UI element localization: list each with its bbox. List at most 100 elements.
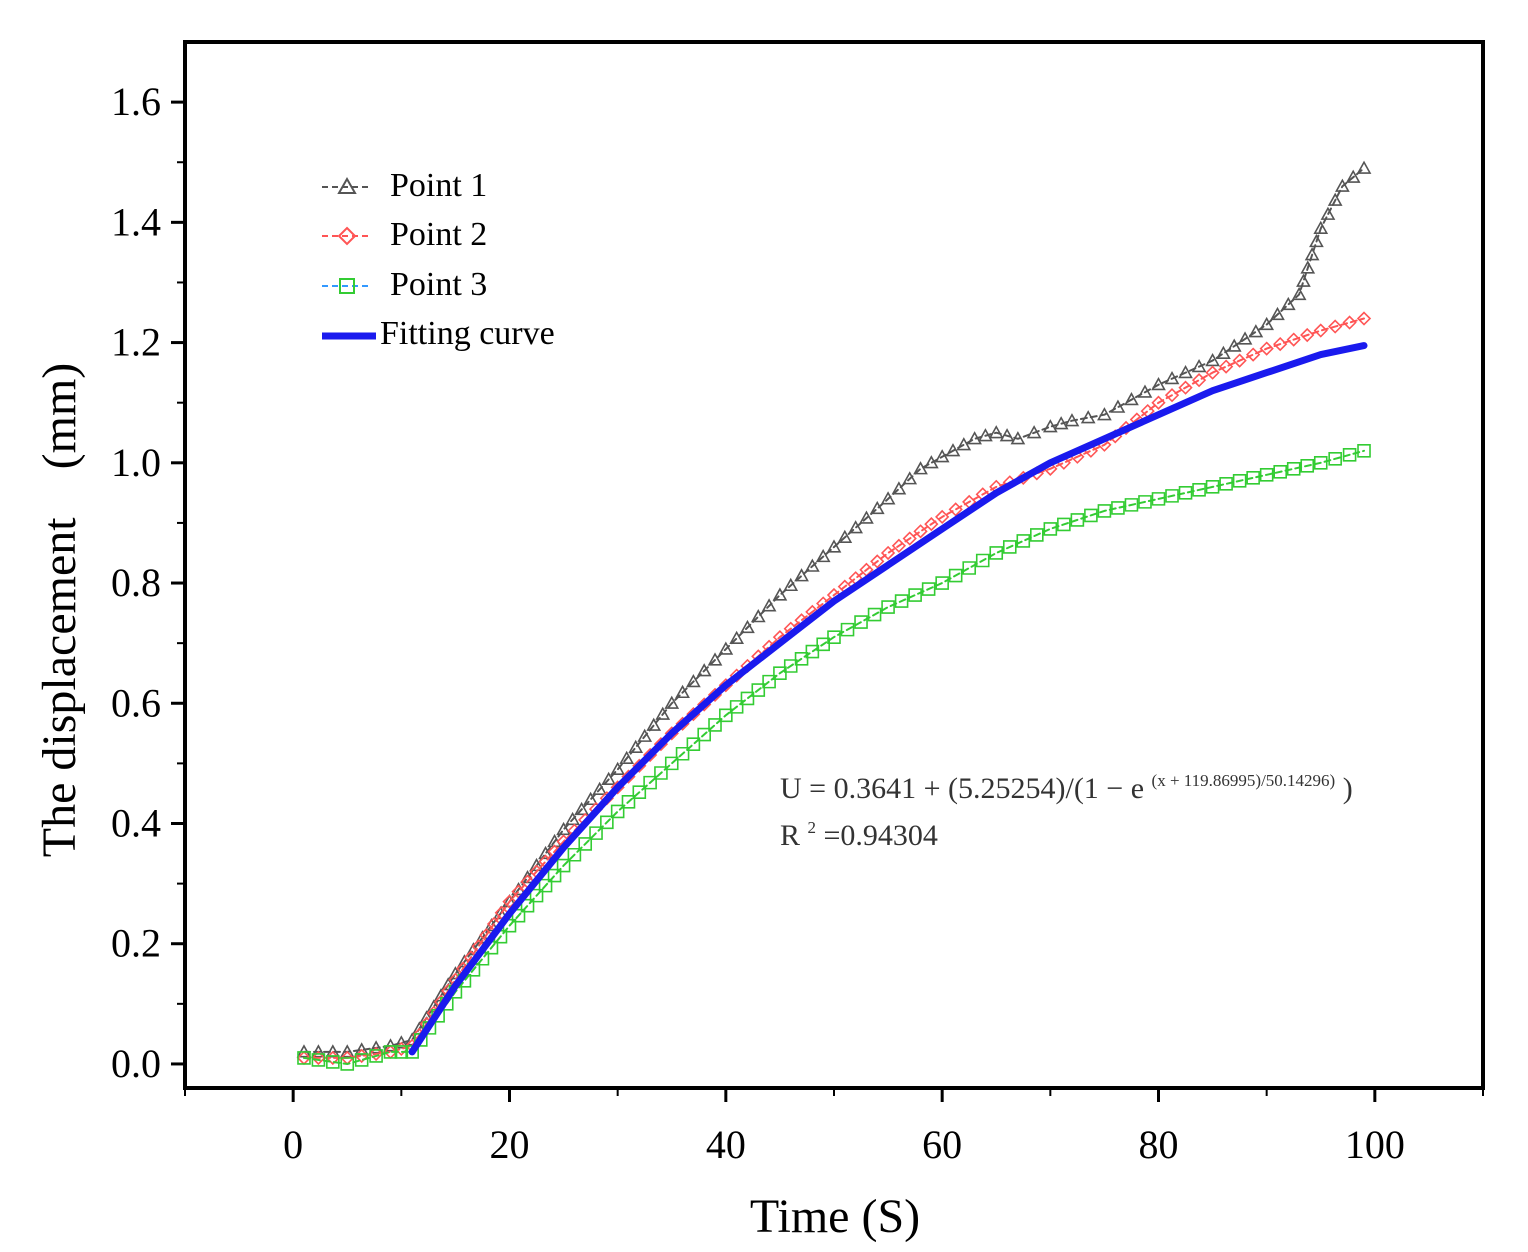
data-point-point-2 [1300, 327, 1315, 343]
data-point-point-1 [1356, 160, 1372, 174]
equation-main: U = 0.3641 + (5.25254)/(1 − e [780, 772, 1144, 805]
data-point-point-3 [1286, 462, 1301, 476]
data-point-point-3 [621, 795, 636, 809]
data-point-point-3 [675, 746, 690, 761]
data-point-point-3 [1178, 486, 1193, 500]
x-tick-label: 80 [1139, 1122, 1179, 1167]
data-point-point-1 [945, 443, 961, 457]
equation-exponent: (x + 119.86995)/50.14296) [1152, 771, 1336, 790]
y-tick-label: 0.2 [111, 921, 161, 966]
data-point-point-1 [1280, 296, 1296, 311]
data-point-point-1 [934, 449, 950, 463]
data-point-point-1 [1042, 419, 1058, 433]
data-point-point-1 [628, 739, 644, 753]
data-point-point-3 [567, 847, 582, 862]
data-point-point-1 [902, 471, 918, 485]
data-point-point-3 [538, 878, 553, 893]
data-point-point-3 [1124, 498, 1139, 512]
x-ticks [184, 1088, 1484, 1102]
data-point-point-1 [637, 728, 653, 742]
data-point-point-1 [565, 811, 580, 826]
data-point-point-1 [1270, 306, 1285, 321]
data-point-point-1 [592, 781, 607, 796]
data-point-point-2 [1328, 319, 1343, 334]
data-point-point-2 [891, 538, 907, 553]
data-point-point-3 [1165, 489, 1179, 503]
data-point-point-1 [1110, 399, 1126, 413]
data-point-point-1 [1320, 206, 1336, 220]
data-point-point-3 [643, 775, 657, 790]
data-point-point-3 [989, 546, 1004, 560]
data-point-point-2 [1286, 332, 1301, 347]
data-point-point-1 [601, 771, 617, 786]
data-point-point-1 [772, 587, 788, 601]
data-point-point-3 [867, 607, 882, 622]
data-point-point-1 [1151, 377, 1166, 391]
data-point-point-1 [837, 529, 853, 543]
data-point-point-3 [556, 858, 571, 873]
legend-label-point-3: Point 3 [390, 266, 487, 303]
y-tick-label: 0.8 [111, 560, 161, 605]
data-point-point-3 [1192, 483, 1206, 497]
data-point-point-3 [1273, 465, 1287, 479]
data-point-point-1 [1010, 431, 1026, 445]
data-point-point-1 [1345, 169, 1361, 183]
data-point-point-3 [529, 888, 544, 903]
series-layer [296, 160, 1372, 1071]
data-point-point-3 [708, 718, 722, 732]
data-point-point-3 [740, 691, 755, 706]
data-point-point-1 [783, 577, 799, 592]
data-point-point-1 [750, 609, 766, 623]
y-tick-label: 1.4 [111, 199, 161, 244]
data-point-point-3 [935, 576, 949, 590]
equation-close: ) [1343, 772, 1353, 805]
y-tick-label: 0.0 [111, 1041, 161, 1086]
data-point-point-3 [686, 737, 701, 751]
data-point-point-1 [859, 510, 874, 524]
data-point-point-1 [538, 845, 553, 860]
y-tick-labels: 0.0 0.2 0.4 0.6 0.8 1.0 1.2 1.4 1.6 [111, 79, 161, 1086]
y-tick-label: 0.4 [111, 800, 161, 845]
data-point-point-2 [924, 516, 939, 532]
data-point-point-1 [574, 801, 589, 816]
y-tick-label: 1.0 [111, 440, 161, 485]
data-point-point-3 [840, 622, 855, 637]
data-point-point-1 [707, 652, 723, 666]
data-point-point-3 [794, 651, 809, 666]
data-point-point-2 [1246, 347, 1261, 362]
data-point-point-3 [1016, 534, 1031, 548]
data-point-point-3 [511, 908, 526, 923]
data-point-point-3 [311, 1053, 326, 1067]
data-point-point-1 [923, 455, 939, 469]
data-point-point-3 [894, 594, 909, 608]
data-point-point-2 [1232, 353, 1247, 368]
data-point-point-3 [1246, 471, 1260, 485]
data-point-point-3 [1002, 540, 1017, 554]
data-point-point-1 [718, 641, 734, 655]
data-point-point-1 [1313, 220, 1329, 234]
data-point-point-1 [956, 437, 972, 451]
data-point-point-1 [619, 750, 635, 764]
legend-label-point-1: Point 1 [390, 167, 487, 204]
data-point-point-1 [1064, 413, 1080, 427]
y-tick-label: 0.6 [111, 680, 161, 725]
r-squared-text: R 2 =0.94304 [780, 807, 938, 852]
data-point-point-2 [948, 502, 963, 517]
data-point-point-3 [854, 615, 868, 629]
r-squared-sup: 2 [808, 818, 817, 837]
data-point-point-1 [583, 791, 598, 806]
data-point-point-3 [520, 898, 535, 913]
data-point-point-3 [1342, 447, 1357, 462]
legend-marker-point-3 [339, 278, 355, 294]
x-tick-label: 60 [922, 1122, 962, 1167]
data-point-point-3 [975, 553, 990, 568]
data-point-point-2 [1356, 311, 1372, 326]
data-point-point-1 [740, 619, 755, 634]
series-line-fitting-curve [408, 342, 1368, 1056]
data-point-point-1 [556, 821, 571, 836]
y-ticks [171, 100, 185, 1066]
data-point-point-1 [368, 1040, 384, 1054]
data-point-point-3 [783, 659, 798, 673]
data-point-point-1 [794, 568, 809, 582]
